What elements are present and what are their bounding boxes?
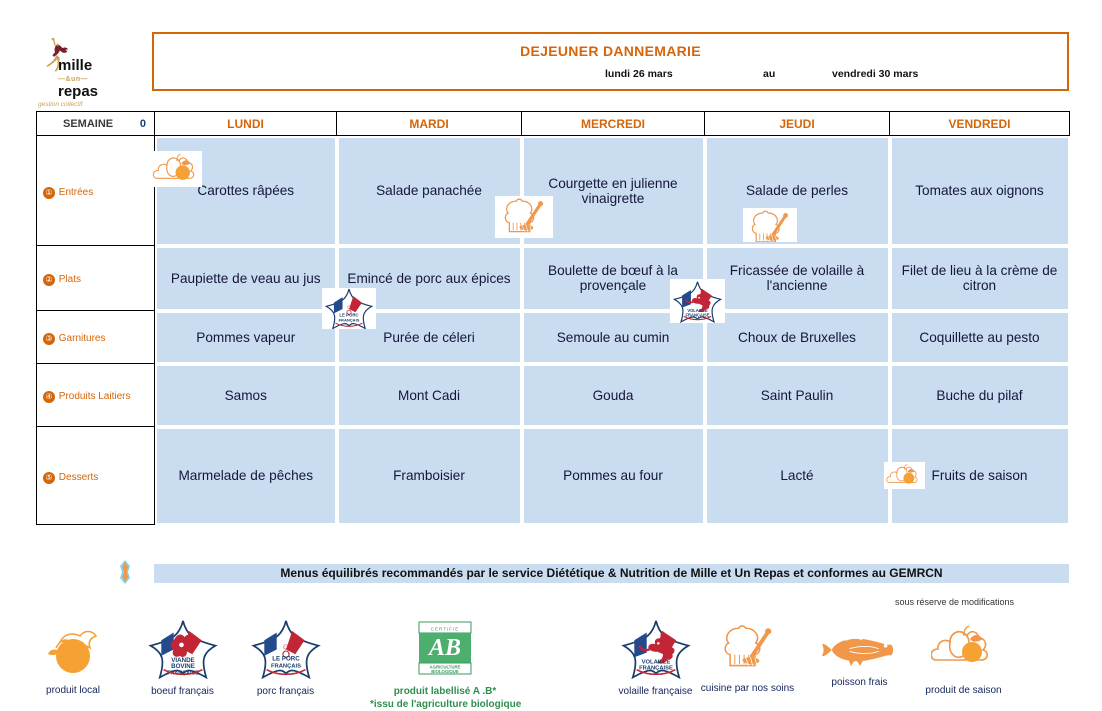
svg-text:FRANÇAISE: FRANÇAISE — [639, 666, 673, 672]
svg-text:LE PORC: LE PORC — [272, 655, 300, 662]
svg-text:LE PORC: LE PORC — [339, 313, 358, 318]
svg-text:BOVINE: BOVINE — [171, 663, 195, 670]
svg-text:CERTIFIE: CERTIFIE — [431, 627, 459, 632]
svg-text:FRANÇAISE: FRANÇAISE — [686, 312, 710, 317]
svg-text:☺: ☺ — [281, 642, 290, 652]
svg-text:FRANÇAIS: FRANÇAIS — [271, 663, 301, 669]
svg-text:AB: AB — [427, 635, 461, 661]
svg-text:FRANÇAIS: FRANÇAIS — [339, 317, 360, 322]
svg-text:VOLAILLE: VOLAILLE — [641, 660, 670, 666]
svg-text:BIOLOGIQUE: BIOLOGIQUE — [431, 669, 459, 674]
